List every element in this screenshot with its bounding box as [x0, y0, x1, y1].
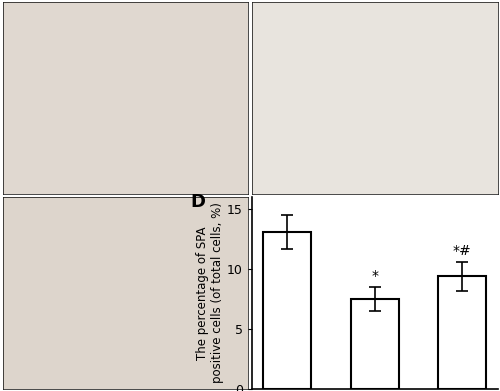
- Bar: [350, 299, 399, 389]
- Bar: [438, 276, 486, 389]
- Text: *#: *#: [453, 244, 471, 258]
- Y-axis label: The percentage of SPA
positive cells (of total cells, %): The percentage of SPA positive cells (of…: [196, 203, 224, 384]
- Text: *: *: [371, 269, 378, 283]
- Text: D: D: [190, 193, 206, 211]
- Bar: [263, 232, 311, 389]
